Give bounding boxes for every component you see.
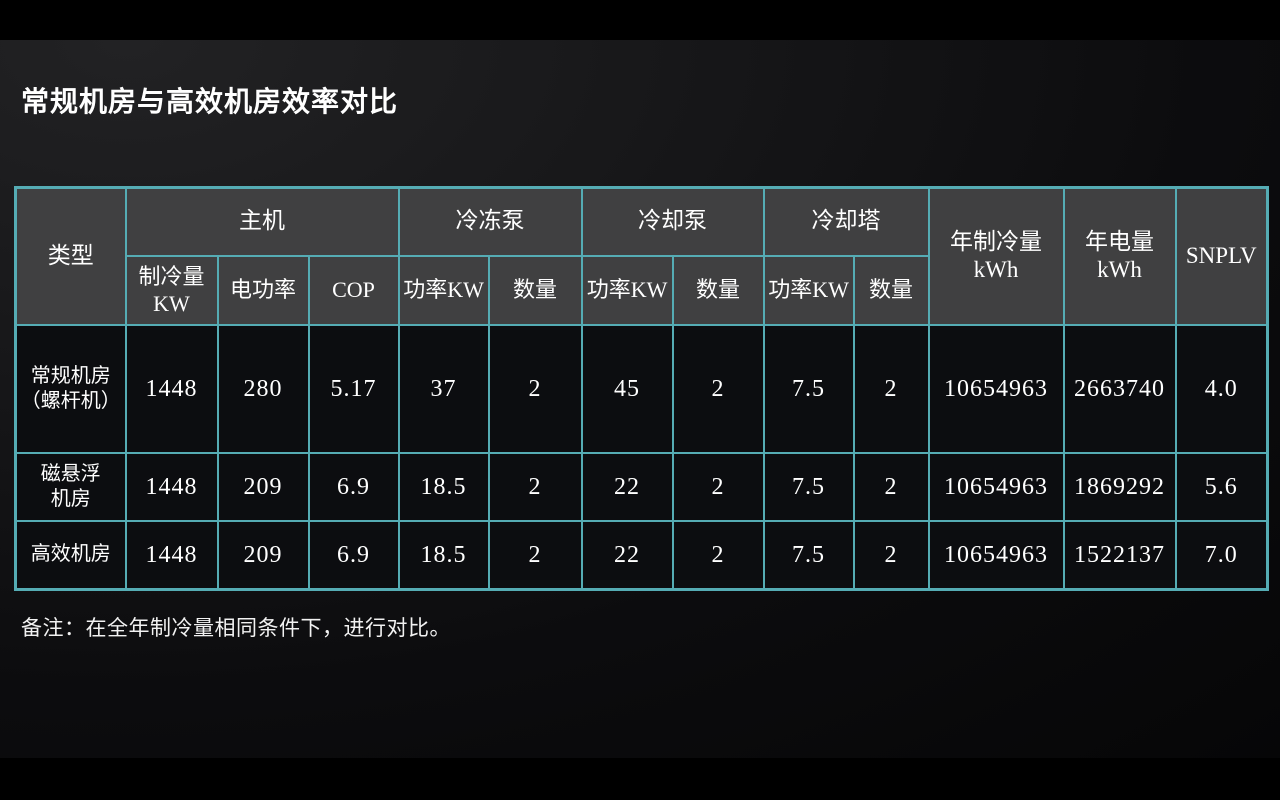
comparison-table: 类型 主机 冷冻泵 冷却泵 冷却塔 年制冷量 kWh 年电量 kWh SNPLV…: [14, 186, 1270, 591]
col-header-cooling-capacity-kw: 制冷量 KW: [124, 254, 219, 326]
table-row-conventional: 常规机房 （螺杆机） 1448 280 5.17 37 2 45 2 7.5 2…: [14, 323, 1269, 454]
col-header-annual-electricity-kwh: 年电量 kWh: [1062, 186, 1177, 326]
cell-value: 1448: [124, 519, 219, 591]
col-header-type: 类型: [14, 186, 127, 326]
col-header-cooling-tower-qty: 数量: [852, 254, 930, 326]
cell-value: 2: [671, 519, 765, 591]
col-header-cop: COP: [307, 254, 400, 326]
cell-value: 6.9: [307, 519, 400, 591]
cell-value: 45: [580, 323, 674, 454]
col-header-chilled-pump-power: 功率KW: [397, 254, 490, 326]
cell-value: 10654963: [927, 519, 1065, 591]
cell-value: 7.5: [762, 451, 855, 522]
cell-value: 7.5: [762, 323, 855, 454]
cell-value: 37: [397, 323, 490, 454]
cell-value: 2: [487, 323, 583, 454]
col-group-chilled-pump: 冷冻泵: [397, 186, 583, 257]
cell-value: 18.5: [397, 519, 490, 591]
cell-value: 2: [671, 451, 765, 522]
cell-value: 1448: [124, 451, 219, 522]
cell-value: 2: [671, 323, 765, 454]
cell-value: 18.5: [397, 451, 490, 522]
cell-value: 22: [580, 519, 674, 591]
col-group-cooling-tower: 冷却塔: [762, 186, 930, 257]
col-header-annual-cooling-kwh: 年制冷量 kWh: [927, 186, 1065, 326]
cell-value: 209: [216, 451, 310, 522]
cell-value: 209: [216, 519, 310, 591]
cell-value: 10654963: [927, 323, 1065, 454]
cell-value: 2: [852, 451, 930, 522]
col-header-cooling-tower-power: 功率KW: [762, 254, 855, 326]
row-label-high-efficiency: 高效机房: [14, 519, 127, 591]
table-row-high-efficiency: 高效机房 1448 209 6.9 18.5 2 22 2 7.5 2 1065…: [14, 519, 1269, 591]
table-row-maglev: 磁悬浮 机房 1448 209 6.9 18.5 2 22 2 7.5 2 10…: [14, 451, 1269, 522]
cell-value: 2: [487, 451, 583, 522]
cell-value: 1522137: [1062, 519, 1177, 591]
cell-value: 2: [852, 519, 930, 591]
col-header-chilled-pump-qty: 数量: [487, 254, 583, 326]
cell-value: 1869292: [1062, 451, 1177, 522]
cell-value: 2: [852, 323, 930, 454]
cell-value: 7.0: [1174, 519, 1269, 591]
cell-value: 22: [580, 451, 674, 522]
cell-value: 6.9: [307, 451, 400, 522]
col-header-cooling-pump-qty: 数量: [671, 254, 765, 326]
slide: 常规机房与高效机房效率对比 类型 主机 冷冻泵 冷却泵 冷却塔 年制冷量 kWh…: [0, 40, 1280, 758]
cell-value: 1448: [124, 323, 219, 454]
footnote: 备注：在全年制冷量相同条件下，进行对比。: [21, 616, 451, 640]
cell-value: 10654963: [927, 451, 1065, 522]
slide-title: 常规机房与高效机房效率对比: [21, 86, 399, 117]
col-header-electric-power: 电功率: [216, 254, 310, 326]
row-label-conventional: 常规机房 （螺杆机）: [14, 323, 127, 454]
col-header-cooling-pump-power: 功率KW: [580, 254, 674, 326]
cell-value: 280: [216, 323, 310, 454]
col-group-main-unit: 主机: [124, 186, 400, 257]
cell-value: 2: [487, 519, 583, 591]
cell-value: 4.0: [1174, 323, 1269, 454]
col-group-cooling-pump: 冷却泵: [580, 186, 765, 257]
cell-value: 5.17: [307, 323, 400, 454]
col-header-snplv: SNPLV: [1174, 186, 1269, 326]
cell-value: 2663740: [1062, 323, 1177, 454]
row-label-maglev: 磁悬浮 机房: [14, 451, 127, 522]
cell-value: 5.6: [1174, 451, 1269, 522]
cell-value: 7.5: [762, 519, 855, 591]
